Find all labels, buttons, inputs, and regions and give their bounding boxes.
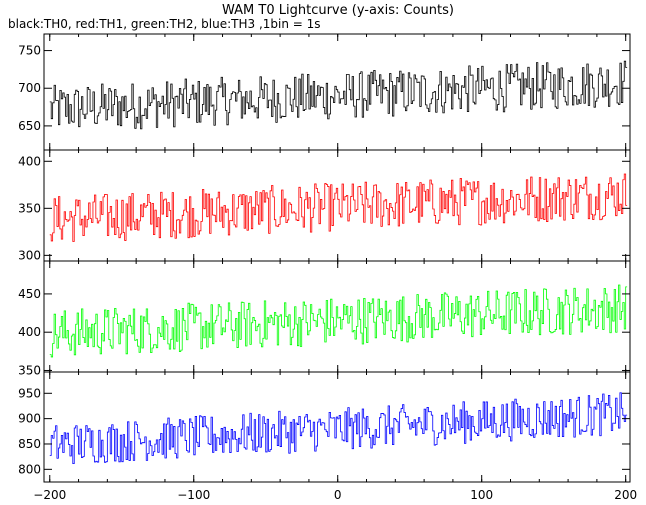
panel-th1: 300 350 400 bbox=[18, 149, 631, 262]
y-tick-label: 400 bbox=[18, 154, 41, 168]
x-axis-ticks: −200 −100 0 100 200 bbox=[33, 488, 637, 502]
y-tick-label: 700 bbox=[18, 81, 41, 95]
chart-subtitle: black:TH0, red:TH1, green:TH2, blue:TH3 … bbox=[8, 17, 321, 31]
x-tick-label: −200 bbox=[33, 488, 66, 502]
y-tick-label: 800 bbox=[18, 462, 41, 476]
panels-group: 650 700 750 300 350 400 350 400 450 800 850 900 950 bbox=[18, 33, 631, 483]
y-tick-label: 450 bbox=[18, 287, 41, 301]
y-tick-label: 750 bbox=[18, 44, 41, 58]
x-tick-label: 0 bbox=[334, 488, 342, 502]
series-line-th3 bbox=[49, 392, 628, 465]
y-tick-label: 400 bbox=[18, 325, 41, 339]
x-tick-label: 200 bbox=[614, 488, 637, 502]
y-tick-label: 350 bbox=[18, 363, 41, 377]
y-tick-label: 300 bbox=[18, 248, 41, 262]
y-tick-label: 350 bbox=[18, 201, 41, 215]
panel-th3: 800 850 900 950 bbox=[18, 371, 631, 483]
y-tick-label: 950 bbox=[18, 386, 41, 400]
panel-th0: 650 700 750 bbox=[18, 33, 631, 151]
series-line-th0 bbox=[49, 60, 628, 130]
y-tick-label: 650 bbox=[18, 119, 41, 133]
panel-th2: 350 400 450 bbox=[18, 260, 631, 377]
y-tick-label: 850 bbox=[18, 437, 41, 451]
x-tick-label: 100 bbox=[470, 488, 493, 502]
chart-title: WAM T0 Lightcurve (y-axis: Counts) bbox=[222, 3, 454, 18]
panel-frame bbox=[43, 371, 631, 483]
y-tick-label: 900 bbox=[18, 412, 41, 426]
x-tick-label: −100 bbox=[177, 488, 210, 502]
series-line-th2 bbox=[49, 284, 628, 358]
series-line-th1 bbox=[49, 173, 628, 242]
